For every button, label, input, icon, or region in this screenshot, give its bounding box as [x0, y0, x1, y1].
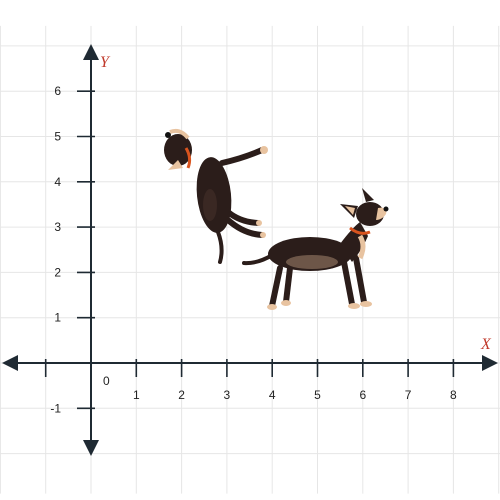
y-tick-label: 6 [54, 84, 61, 98]
x-axis-arrow-right [482, 355, 498, 371]
tick-marks [44, 90, 455, 410]
dog-leaping-image [164, 128, 268, 264]
y-axis-arrow-bottom [83, 440, 99, 456]
y-axis-arrow-top [83, 44, 99, 60]
axes [2, 44, 498, 456]
y-tick-label: 5 [54, 130, 61, 144]
tick-labels: 1 2 3 4 5 6 7 8 1 2 3 4 5 6 -1 [50, 84, 457, 415]
x-tick-label: 7 [405, 388, 412, 402]
x-tick-label: 3 [224, 388, 231, 402]
y-tick-label: 2 [54, 265, 61, 279]
x-axis-arrow-left [2, 355, 18, 371]
y-axis-label: Y [100, 54, 111, 71]
grid-lines [0, 25, 500, 494]
x-tick-label: 6 [359, 388, 366, 402]
x-axis-label: X [480, 336, 492, 353]
x-tick-label: 1 [133, 388, 140, 402]
y-tick-label: 3 [54, 220, 61, 234]
x-tick-label: 8 [450, 388, 457, 402]
dog-standing-image [242, 188, 389, 310]
x-tick-label: 2 [178, 388, 185, 402]
y-tick-label: 1 [54, 311, 61, 325]
y-tick-label-negative: -1 [50, 401, 61, 415]
x-tick-label: 5 [314, 388, 321, 402]
origin-label: 0 [103, 374, 110, 388]
x-tick-label: 4 [269, 388, 276, 402]
y-tick-label: 4 [54, 175, 61, 189]
